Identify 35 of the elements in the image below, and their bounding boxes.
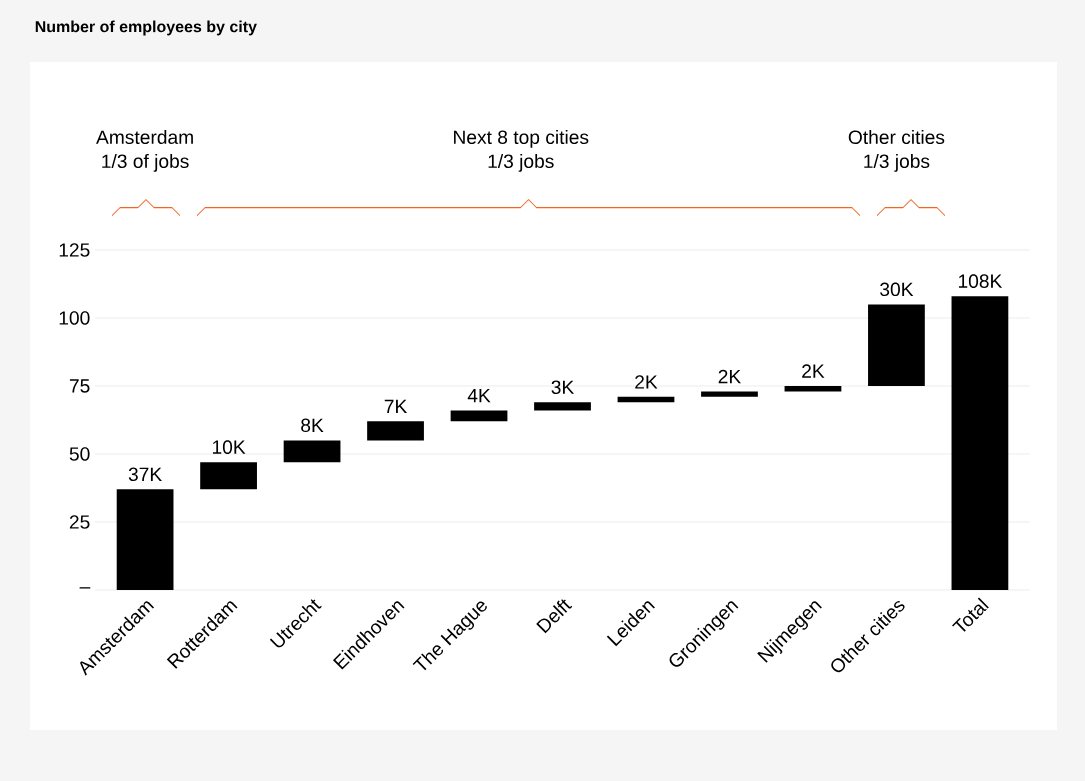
text: 1/3 jobs	[488, 153, 554, 172]
data-label: 8K	[301, 418, 324, 433]
bar	[116, 489, 174, 590]
bar	[534, 402, 591, 411]
bar	[617, 396, 675, 403]
bar	[784, 385, 842, 392]
bar	[450, 410, 508, 422]
text: Next 8 top cities	[454, 129, 589, 148]
text: Other cities	[848, 129, 945, 145]
y-tick-label: 25	[69, 515, 90, 529]
data-label: 2K	[802, 364, 825, 378]
y-tick-label: 75	[69, 379, 90, 393]
bar	[868, 304, 925, 386]
data-label: 30K	[880, 282, 914, 297]
y-tick-label: 50	[69, 447, 90, 461]
bar	[283, 440, 341, 463]
bar	[951, 296, 1009, 590]
data-label: 10K	[212, 440, 246, 454]
text: 1/3 of jobs	[102, 153, 189, 172]
y-tick-label: 100	[59, 311, 90, 325]
text: 1/3 jobs	[864, 153, 930, 172]
data-label: 2K	[718, 369, 741, 384]
bar	[200, 462, 257, 490]
y-tick-label: 125	[59, 243, 90, 257]
data-label: 2K	[635, 375, 658, 389]
data-label: 7K	[384, 399, 408, 414]
data-label: 4K	[467, 388, 491, 403]
bar	[367, 421, 424, 441]
y-tick-label: –	[79, 587, 91, 589]
chart-title: Number of employees by city	[35, 20, 257, 36]
data-label: 3K	[551, 380, 575, 395]
bar	[701, 391, 758, 397]
data-label: 108K	[958, 274, 1003, 288]
data-label: 37K	[128, 467, 162, 482]
text: Amsterdam	[96, 129, 193, 145]
